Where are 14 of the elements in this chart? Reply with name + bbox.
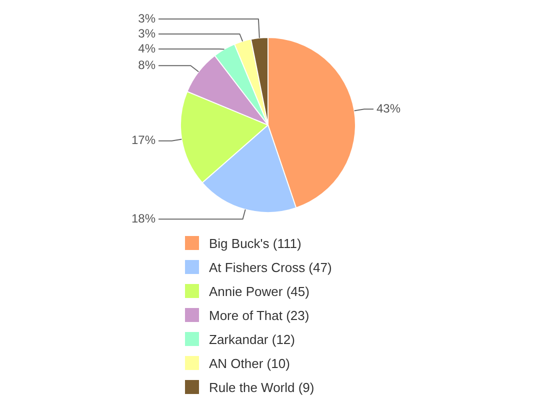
- legend-label: Annie Power (45): [209, 284, 310, 298]
- data-label: 3%: [138, 26, 156, 40]
- data-label: 3%: [138, 11, 156, 26]
- legend-label: Zarkandar (12): [209, 332, 295, 346]
- legend-label: Rule the World (9): [209, 380, 314, 394]
- data-label: 18%: [131, 211, 156, 226]
- legend-label: Big Buck's (111): [209, 236, 302, 250]
- legend-label: At Fishers Cross (47): [209, 260, 332, 274]
- legend-label: AN Other (10): [209, 356, 290, 370]
- data-label: 4%: [138, 41, 156, 56]
- data-label: 17%: [131, 133, 156, 148]
- data-label: 43%: [376, 101, 401, 116]
- legend-label: More of That (23): [209, 308, 310, 322]
- data-label: 8%: [138, 58, 156, 72]
